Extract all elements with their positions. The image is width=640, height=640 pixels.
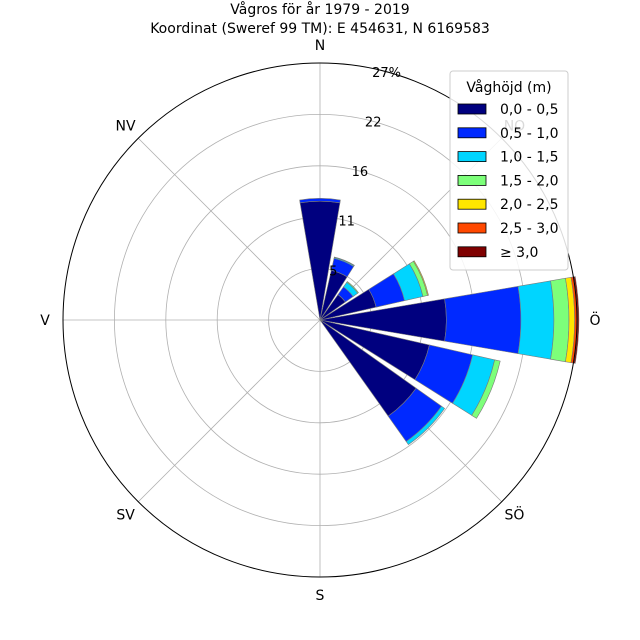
legend-swatch	[457, 103, 487, 115]
rose-bar-segment	[517, 280, 555, 360]
legend-swatch	[457, 127, 487, 139]
legend-swatch	[457, 222, 487, 234]
direction-label: SV	[116, 507, 135, 523]
legend-label: 2,5 - 3,0	[500, 221, 558, 237]
rose-bar-segment	[471, 359, 501, 419]
rose-bar-segment	[299, 198, 341, 204]
polar-frame	[62, 62, 578, 578]
chart-title: Vågros för år 1979 - 2019	[230, 1, 409, 18]
rose-bar-segment	[413, 260, 429, 296]
direction-label: S	[316, 588, 325, 604]
legend-swatch	[457, 174, 487, 186]
legend-entries: 0,0 - 0,5 0,5 - 1,0 1,0 - 1,5 1,5 - 2,0 2,0 …	[457, 102, 558, 261]
legend-label: 0,5 - 1,0	[500, 126, 558, 142]
rose-bar-segment	[346, 281, 359, 294]
radial-tick-label: 27%	[372, 66, 401, 81]
legend-label: 1,5 - 2,0	[500, 173, 558, 189]
legend-label: 1,0 - 1,5	[500, 150, 558, 166]
direction-label: SÖ	[504, 505, 524, 523]
legend-label: 2,0 - 2,5	[500, 197, 558, 213]
grid-spoke	[137, 137, 321, 321]
grid-spoke	[137, 319, 321, 503]
legend-frame	[449, 70, 569, 271]
rose-bar-segment	[444, 285, 522, 355]
legend-swatch	[457, 246, 487, 258]
direction-label: NV	[116, 119, 136, 135]
rose-bar-segment	[333, 256, 355, 267]
legend-swatch	[457, 198, 487, 210]
rose-bars	[299, 198, 580, 446]
radial-tick-label: 16	[352, 165, 369, 180]
direction-label: Ö	[589, 311, 600, 329]
direction-label: V	[40, 313, 50, 329]
legend-label: 0,0 - 0,5	[500, 102, 558, 118]
legend-label: ≥ 3,0	[500, 245, 538, 261]
legend-title: Våghöjd (m)	[466, 79, 551, 96]
chart-subtitle: Koordinat (Sweref 99 TM): E 454631, N 61…	[150, 21, 490, 37]
legend-swatch	[457, 151, 487, 163]
radial-tick-label: 22	[365, 115, 382, 130]
radial-tick-label: 11	[338, 215, 355, 230]
rose-bar-segment	[405, 405, 446, 446]
radial-tick-label: 5	[329, 264, 337, 279]
legend: Våghöjd (m) 0,0 - 0,5 0,5 - 1,0 1,0 - 1,5 1…	[449, 70, 569, 271]
radial-tick-labels: 5 11 16 22 27%	[329, 66, 401, 280]
direction-label: N	[315, 38, 325, 54]
